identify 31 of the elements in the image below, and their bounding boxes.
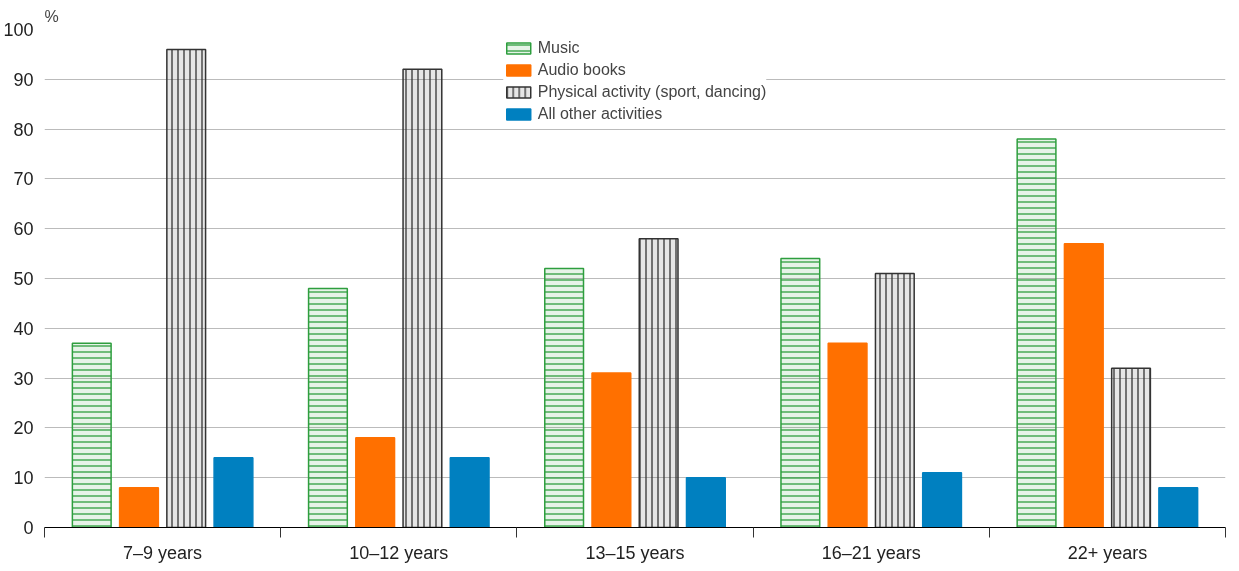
y-tick-label: 10 [13, 468, 34, 489]
x-tick-label: 10–12 years [349, 542, 449, 563]
bar [591, 372, 632, 528]
y-tick-label: 40 [13, 318, 34, 339]
x-tick-label: 16–21 years [821, 542, 921, 563]
x-tick-label: 22+ years [1067, 542, 1148, 563]
y-tick-label: 50 [13, 269, 34, 289]
bar [827, 342, 868, 528]
y-tick-label: 60 [13, 219, 34, 240]
x-tick-label: 7–9 years [123, 542, 203, 563]
bar [1158, 486, 1199, 528]
y-tick-label: 20 [13, 418, 34, 439]
bar [1063, 242, 1104, 528]
legend-label: Physical activity (sport, dancing) [537, 83, 767, 101]
y-tick-label: 80 [13, 119, 34, 140]
y-axis-title: % [44, 7, 59, 25]
bar [685, 476, 726, 528]
y-tick-label: 90 [13, 69, 34, 90]
y-tick-label: 70 [13, 169, 34, 190]
bar [355, 437, 396, 528]
bar [921, 471, 963, 528]
bar [449, 457, 490, 528]
y-tick-label: 100 [3, 20, 34, 40]
x-tick-label: 13–15 years [585, 542, 685, 563]
bar [118, 486, 160, 528]
y-tick-label: 30 [13, 368, 34, 389]
y-tick-label: 0 [23, 518, 34, 538]
legend-label: Music [537, 39, 580, 57]
legend-label: Audio books [537, 61, 626, 79]
legend-label: All other activities [537, 105, 663, 123]
bar [213, 457, 254, 528]
